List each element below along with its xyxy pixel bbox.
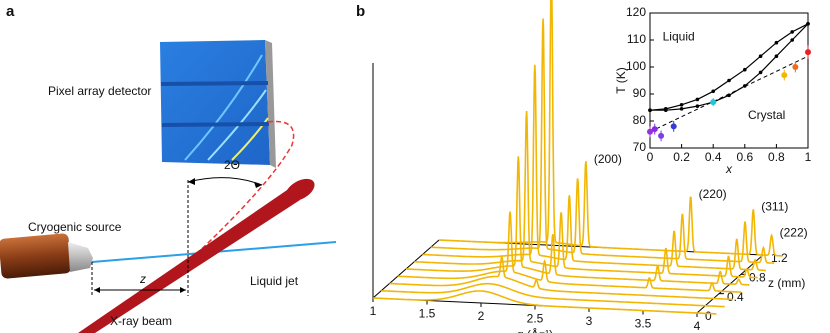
measured-point (651, 126, 658, 133)
trace (406, 156, 750, 286)
label: Pixel array detector (48, 84, 151, 98)
panel-label: b (356, 3, 365, 20)
trace (414, 111, 758, 279)
solidus-point (758, 70, 763, 75)
beam-end (285, 178, 315, 202)
y-tick-label: 100 (626, 59, 646, 73)
z-tick-label: 0.4 (727, 290, 744, 304)
solidus-point (743, 84, 747, 88)
label: Liquid jet (250, 274, 299, 288)
region-label: Liquid (663, 29, 695, 43)
measured-point (658, 132, 665, 139)
x-axis-label: x (725, 162, 733, 176)
liquidus-point (727, 78, 731, 83)
solidus-point (790, 38, 794, 42)
label: X-ray beam (110, 314, 172, 328)
measured-point (670, 123, 677, 130)
liquidus-point (790, 30, 794, 34)
label: Cryogenic source (28, 220, 122, 234)
region-label: Crystal (748, 108, 785, 122)
x-tick-label: 0.4 (705, 150, 722, 164)
y-tick-label: 110 (627, 32, 646, 46)
solidus-point (648, 108, 652, 112)
x-tick-label: 3.5 (635, 317, 652, 331)
trace (422, 64, 766, 272)
peak-label: (200) (594, 152, 622, 166)
x-tick-label: 4 (694, 319, 701, 333)
measured-point (792, 64, 799, 70)
panel-label: a (6, 3, 15, 20)
trace (389, 254, 733, 301)
solidus-point (679, 107, 684, 111)
inset-chart: 0 0.2 0.4 0.6 0.8 1 70 80 90 100 110 120 x T (K) Liqui… (614, 5, 811, 176)
x-tick-label: 1.5 (419, 307, 436, 321)
peak-label: (222) (780, 226, 808, 240)
trace (381, 282, 725, 308)
measured-point (781, 72, 788, 79)
nozzle (68, 242, 93, 272)
measured-point (805, 49, 811, 56)
liquidus-point (711, 89, 715, 94)
x-tick-label: 0.6 (736, 150, 753, 164)
solidus-point (774, 54, 779, 58)
solidus-point (664, 108, 668, 112)
y-tick-label: 90 (633, 86, 647, 100)
label: 2Θ (224, 158, 240, 172)
detector (160, 40, 270, 165)
liquidus-point (758, 54, 763, 58)
liquidus-point (679, 103, 684, 107)
x-tick-label: 2 (478, 309, 485, 323)
trace (397, 211, 742, 293)
z-axis-label: z (mm) (768, 276, 805, 290)
solidus-point (806, 22, 810, 26)
y-tick-label: 80 (633, 113, 647, 127)
y-axis-label: T (K) (614, 67, 628, 93)
trace (373, 290, 717, 315)
x-tick-label: 3 (586, 314, 593, 328)
x-tick-label: 0.8 (768, 150, 785, 164)
solidus-point (695, 104, 700, 108)
trace (430, 18, 775, 264)
xray-beam (78, 188, 300, 333)
label: z (139, 272, 146, 286)
trace (439, 0, 783, 257)
diagram: Pixel array detector Cryogenic source Li… (0, 40, 337, 333)
y-tick-label: 70 (633, 140, 647, 154)
measured-point (647, 128, 653, 135)
ring (184, 54, 263, 161)
liquidus-point (695, 97, 700, 102)
x-tick-label: 0.2 (673, 150, 690, 164)
x-axis-label: q (Å⁻¹) (517, 327, 553, 333)
y-tick-label: 120 (626, 5, 646, 19)
x-tick-label: 2.5 (527, 312, 544, 326)
solidus-point (727, 93, 731, 98)
liquidus-point (743, 67, 747, 72)
x-tick-label: 0 (647, 150, 654, 164)
source (0, 233, 72, 279)
gap (160, 81, 269, 86)
detector-edge (265, 40, 276, 168)
z-tick-label: 0 (705, 309, 712, 323)
peak-label: (311) (761, 200, 788, 214)
x-tick-label: 1 (370, 304, 377, 318)
angle-arc (187, 177, 263, 186)
ring (231, 117, 269, 161)
gap (161, 122, 270, 127)
scatter-ray (187, 120, 295, 263)
x-tick-label: 1 (805, 150, 812, 164)
liquidus-point (774, 40, 779, 45)
measured-point (710, 99, 717, 106)
peak-label: (220) (699, 187, 727, 201)
